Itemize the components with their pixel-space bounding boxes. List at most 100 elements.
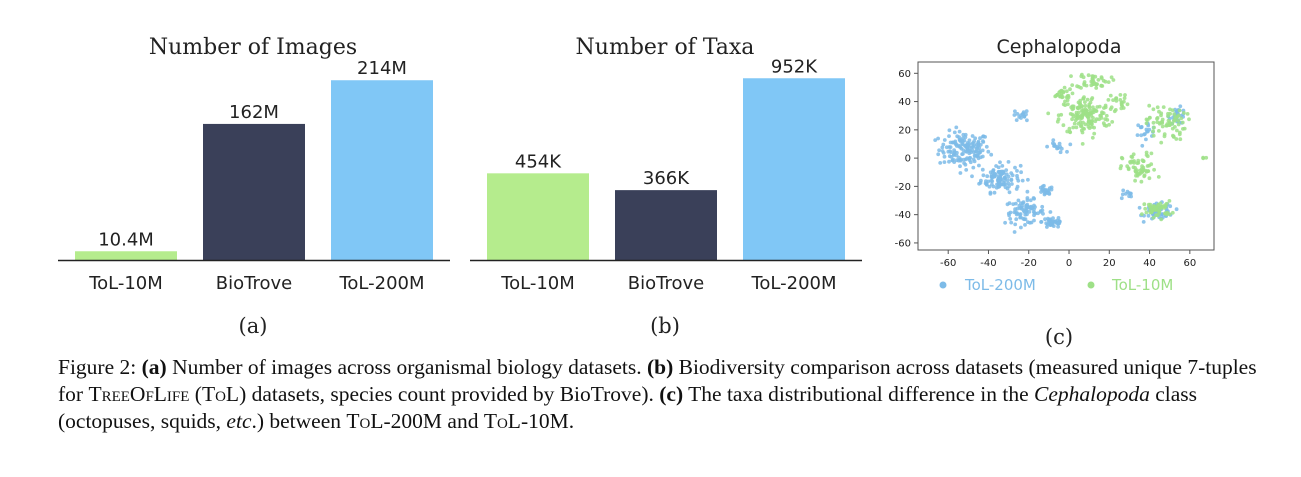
- scatter-point-tol10m: [1119, 155, 1124, 160]
- scatter-point-tol200m: [950, 158, 955, 163]
- scatter-point-tol10m: [1147, 176, 1152, 181]
- scatter-point-tol200m: [987, 184, 992, 189]
- scatter-point-tol10m: [1076, 110, 1081, 115]
- scatter-point-tol200m: [1056, 216, 1061, 220]
- scatter-point-tol10m: [1059, 92, 1064, 97]
- scatter-point-tol200m: [947, 128, 952, 133]
- scatter-point-tol200m: [1146, 213, 1151, 218]
- scatter-point-tol10m: [1108, 93, 1113, 98]
- scatter-point-tol200m: [958, 171, 963, 175]
- scatter-point-tol10m: [1166, 111, 1170, 116]
- scatter-point-tol200m: [955, 150, 959, 155]
- scatter-point-tol200m: [1040, 188, 1044, 192]
- scatter-point-tol200m: [967, 138, 972, 143]
- scatter-point-tol10m: [1159, 140, 1164, 145]
- x-tick-label: -60: [940, 258, 956, 269]
- caption-b-text-2: datasets, species count provided by BioT…: [251, 382, 654, 406]
- scatter-point-tol10m: [1079, 86, 1083, 90]
- scatter-point-tol10m: [1090, 74, 1095, 78]
- legend-label-tol10m: ToL-10M: [1111, 276, 1173, 294]
- scatter-point-tol10m: [1087, 105, 1092, 110]
- scatter-point-tol10m: [1145, 154, 1150, 159]
- caption-c-text-3: .) between: [251, 409, 342, 433]
- scatter-point-tol200m: [1040, 204, 1045, 209]
- scatter-point-tol200m: [1009, 171, 1014, 176]
- scatter-point-tol200m: [1028, 220, 1032, 225]
- x-tick-label: -20: [1021, 258, 1037, 269]
- scatter-point-tol200m: [936, 136, 940, 141]
- scatter-point-tol200m: [1137, 205, 1142, 210]
- scatter-point-tol200m: [978, 136, 982, 141]
- scatter-point-tol200m: [963, 162, 968, 167]
- caption-c-label: (c): [659, 382, 684, 406]
- scatter-point-tol200m: [968, 155, 973, 160]
- scatter-point-tol10m: [1083, 103, 1088, 108]
- scatter-point-tol10m: [1111, 78, 1116, 82]
- scatter-point-tol10m: [1148, 115, 1152, 120]
- scatter-point-tol10m: [1147, 103, 1152, 108]
- scatter-point-tol10m: [1154, 205, 1159, 210]
- scatter-point-tol10m: [1149, 151, 1154, 156]
- chart-b-bar-biotrove: [615, 190, 717, 260]
- scatter-point-tol10m: [1204, 155, 1209, 160]
- scatter-point-tol10m: [1110, 120, 1115, 124]
- y-tick-label: -20: [895, 182, 911, 193]
- scatter-point-tol10m: [1114, 99, 1119, 103]
- scatter-point-tol10m: [1140, 212, 1144, 217]
- scatter-point-tol200m: [1030, 206, 1034, 211]
- scatter-point-tol200m: [978, 150, 983, 155]
- scatter-point-tol200m: [937, 148, 941, 153]
- chart-a-value-label: 162M: [229, 102, 279, 123]
- scatter-point-tol10m: [1144, 121, 1149, 126]
- scatter-point-tol200m: [1010, 182, 1014, 186]
- scatter-point-tol200m: [1027, 210, 1032, 214]
- scatter-point-tol10m: [1091, 82, 1096, 86]
- scatter-point-tol200m: [972, 143, 976, 148]
- scatter-point-tol200m: [981, 139, 985, 144]
- scatter-point-tol10m: [1078, 120, 1083, 124]
- chart-c-legend: ToL-200M ToL-10M: [939, 276, 1173, 294]
- scatter-point-tol200m: [971, 165, 976, 170]
- x-tick-label: 60: [1183, 258, 1196, 269]
- scatter-point-tol200m: [958, 164, 962, 169]
- caption-a-text: Number of images across organismal biolo…: [172, 355, 642, 379]
- legend-label-tol200m: ToL-200M: [964, 276, 1036, 294]
- scatter-point-tol10m: [1108, 107, 1113, 111]
- scatter-point-tol10m: [1187, 117, 1191, 122]
- scatter-point-tol200m: [976, 152, 980, 157]
- scatter-point-tol10m: [1131, 152, 1136, 157]
- scatter-point-tol10m: [1081, 75, 1086, 80]
- scatter-point-tol10m: [1076, 114, 1081, 118]
- scatter-point-tol200m: [1016, 198, 1021, 203]
- scatter-point-tol10m: [1175, 128, 1179, 133]
- scatter-point-tol10m: [1106, 98, 1111, 102]
- chart-a-bar-biotrove: [203, 123, 305, 260]
- chart-a-category-label: ToL-200M: [338, 273, 424, 294]
- scatter-point-tol10m: [1146, 169, 1150, 174]
- scatter-point-tol10m: [1201, 156, 1206, 161]
- scatter-point-tol10m: [1170, 121, 1175, 126]
- scatter-point-tol10m: [1125, 102, 1130, 107]
- scatter-point-tol10m: [1166, 118, 1171, 123]
- scatter-point-tol10m: [1068, 87, 1072, 92]
- scatter-point-tol10m: [1151, 129, 1155, 134]
- scatter-point-tol200m: [1056, 224, 1060, 229]
- scatter-point-tol200m: [1015, 112, 1020, 116]
- scatter-point-tol10m: [1170, 210, 1175, 215]
- scatter-point-tol200m: [944, 145, 949, 150]
- chart-a-value-label: 214M: [357, 58, 407, 79]
- scatter-point-tol10m: [1089, 79, 1094, 84]
- scatter-point-tol10m: [1086, 73, 1091, 78]
- scatter-point-tol200m: [955, 144, 959, 148]
- scatter-point-tol200m: [949, 150, 953, 155]
- scatter-point-tol10m: [1119, 102, 1124, 107]
- chart-a-value-label: 10.4M: [98, 229, 154, 250]
- scatter-point-tol200m: [981, 173, 986, 178]
- scatter-point-tol200m: [984, 179, 988, 184]
- scatter-point-tol200m: [996, 174, 1001, 179]
- scatter-point-tol10m: [1130, 155, 1135, 160]
- scatter-point-tol200m: [961, 152, 965, 156]
- chart-b-category-label: ToL-200M: [750, 273, 836, 294]
- scatter-point-tol10m: [1160, 124, 1165, 129]
- scatter-point-tol10m: [1152, 125, 1156, 130]
